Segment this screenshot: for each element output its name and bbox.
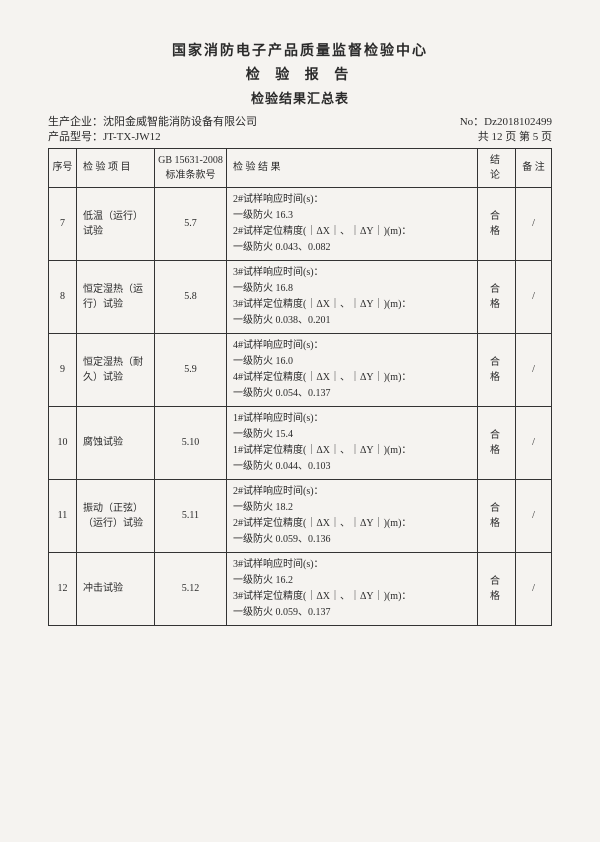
cell-note: / — [516, 406, 552, 479]
model-value: JT-TX-JW12 — [103, 131, 161, 143]
cell-num: 9 — [49, 333, 77, 406]
cell-conclusion: 合 格 — [478, 187, 516, 260]
company-label: 生产企业： — [48, 116, 103, 128]
table-row: 12冲击试验5.123#试样响应时间(s)：一级防火 16.23#试样定位精度(… — [49, 552, 552, 625]
col-header-num: 序号 — [49, 148, 77, 187]
cell-conclusion: 合 格 — [478, 552, 516, 625]
cell-item: 低温（运行）试验 — [77, 187, 155, 260]
cell-note: / — [516, 479, 552, 552]
cell-std: 5.12 — [155, 552, 227, 625]
col-header-note: 备 注 — [516, 148, 552, 187]
report-no-value: Dz2018102499 — [484, 116, 552, 128]
cell-result: 4#试样响应时间(s)：一级防火 16.04#试样定位精度(｜ΔX｜、｜ΔY｜)… — [227, 333, 478, 406]
table-row: 9恒定湿热（耐久）试验5.94#试样响应时间(s)：一级防火 16.04#试样定… — [49, 333, 552, 406]
cell-std: 5.7 — [155, 187, 227, 260]
col-header-std: GB 15631-2008 标准条款号 — [155, 148, 227, 187]
cell-note: / — [516, 552, 552, 625]
cell-item: 冲击试验 — [77, 552, 155, 625]
col-header-item: 检 验 项 目 — [77, 148, 155, 187]
table-row: 7低温（运行）试验5.72#试样响应时间(s)：一级防火 16.32#试样定位精… — [49, 187, 552, 260]
cell-item: 恒定湿热（运行）试验 — [77, 260, 155, 333]
cell-num: 11 — [49, 479, 77, 552]
cell-conclusion: 合 格 — [478, 260, 516, 333]
cell-result: 3#试样响应时间(s)：一级防火 16.23#试样定位精度(｜ΔX｜、｜ΔY｜)… — [227, 552, 478, 625]
cell-num: 7 — [49, 187, 77, 260]
results-table: 序号 检 验 项 目 GB 15631-2008 标准条款号 检 验 结 果 结… — [48, 148, 552, 626]
table-header-row: 序号 检 验 项 目 GB 15631-2008 标准条款号 检 验 结 果 结… — [49, 148, 552, 187]
cell-note: / — [516, 187, 552, 260]
report-header: 国家消防电子产品质量监督检验中心 检 验 报 告 检验结果汇总表 — [48, 40, 552, 107]
meta-right: No：Dz2018102499 共 12 页 第 5 页 — [460, 115, 552, 146]
cell-item: 腐蚀试验 — [77, 406, 155, 479]
model-label: 产品型号： — [48, 131, 103, 143]
col-header-conc: 结 论 — [478, 148, 516, 187]
cell-std: 5.11 — [155, 479, 227, 552]
cell-std: 5.9 — [155, 333, 227, 406]
col-header-result: 检 验 结 果 — [227, 148, 478, 187]
cell-num: 10 — [49, 406, 77, 479]
cell-note: / — [516, 260, 552, 333]
cell-note: / — [516, 333, 552, 406]
org-title: 国家消防电子产品质量监督检验中心 — [48, 40, 552, 60]
cell-num: 12 — [49, 552, 77, 625]
summary-title: 检验结果汇总表 — [48, 88, 552, 107]
cell-item: 恒定湿热（耐久）试验 — [77, 333, 155, 406]
cell-result: 1#试样响应时间(s)：一级防火 15.41#试样定位精度(｜ΔX｜、｜ΔY｜)… — [227, 406, 478, 479]
cell-result: 3#试样响应时间(s)：一级防火 16.83#试样定位精度(｜ΔX｜、｜ΔY｜)… — [227, 260, 478, 333]
cell-conclusion: 合 格 — [478, 333, 516, 406]
page-info: 共 12 页 第 5 页 — [460, 130, 552, 145]
table-body: 7低温（运行）试验5.72#试样响应时间(s)：一级防火 16.32#试样定位精… — [49, 187, 552, 625]
table-row: 11振动（正弦）（运行）试验5.112#试样响应时间(s)：一级防火 18.22… — [49, 479, 552, 552]
company-value: 沈阳金威智能消防设备有限公司 — [103, 116, 257, 128]
cell-item: 振动（正弦）（运行）试验 — [77, 479, 155, 552]
table-row: 10腐蚀试验5.101#试样响应时间(s)：一级防火 15.41#试样定位精度(… — [49, 406, 552, 479]
meta-left: 生产企业：沈阳金威智能消防设备有限公司 产品型号：JT-TX-JW12 — [48, 115, 257, 146]
report-title: 检 验 报 告 — [48, 64, 552, 84]
cell-conclusion: 合 格 — [478, 406, 516, 479]
report-no-label: No： — [460, 116, 484, 128]
cell-std: 5.8 — [155, 260, 227, 333]
cell-conclusion: 合 格 — [478, 479, 516, 552]
cell-result: 2#试样响应时间(s)：一级防火 16.32#试样定位精度(｜ΔX｜、｜ΔY｜)… — [227, 187, 478, 260]
cell-std: 5.10 — [155, 406, 227, 479]
cell-result: 2#试样响应时间(s)：一级防火 18.22#试样定位精度(｜ΔX｜、｜ΔY｜)… — [227, 479, 478, 552]
table-row: 8恒定湿热（运行）试验5.83#试样响应时间(s)：一级防火 16.83#试样定… — [49, 260, 552, 333]
cell-num: 8 — [49, 260, 77, 333]
meta-block: 生产企业：沈阳金威智能消防设备有限公司 产品型号：JT-TX-JW12 No：D… — [48, 115, 552, 146]
